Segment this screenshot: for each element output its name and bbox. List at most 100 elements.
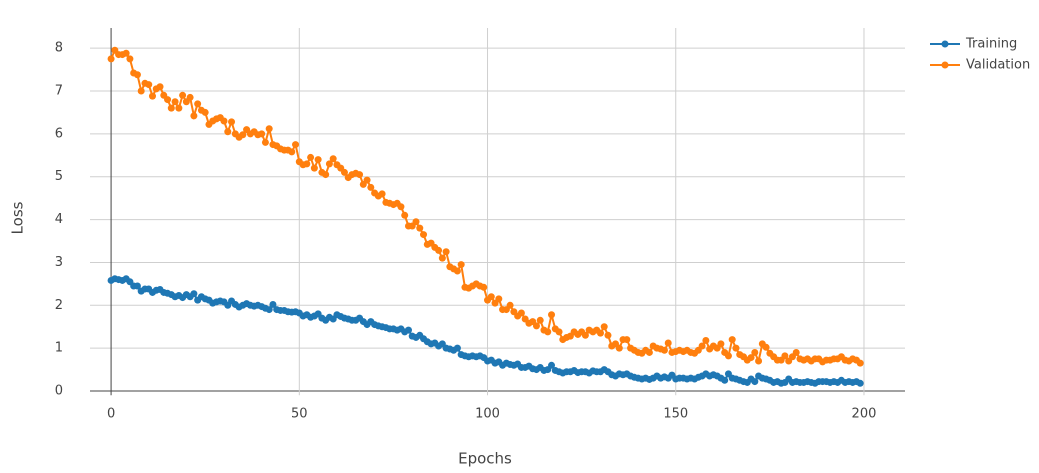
data-point xyxy=(435,246,443,254)
data-point xyxy=(615,344,623,352)
data-point xyxy=(544,328,552,336)
data-point xyxy=(792,348,800,356)
data-point xyxy=(664,339,672,347)
data-point xyxy=(171,98,179,106)
data-point xyxy=(269,300,277,308)
data-point xyxy=(404,326,412,334)
data-point xyxy=(194,100,202,108)
data-point xyxy=(224,128,232,136)
y-tick-label: 7 xyxy=(55,84,63,99)
data-point xyxy=(751,348,759,356)
x-tick-label: 200 xyxy=(852,407,877,422)
data-point xyxy=(480,283,488,291)
x-tick-label: 0 xyxy=(107,407,115,422)
data-point xyxy=(292,141,300,149)
data-point xyxy=(156,83,164,91)
y-tick-label: 4 xyxy=(55,212,63,227)
legend-label: Training xyxy=(965,37,1017,52)
data-point xyxy=(495,295,503,303)
y-tick-label: 8 xyxy=(55,41,63,56)
y-tick-label: 0 xyxy=(55,384,63,399)
data-point xyxy=(325,160,333,168)
data-point xyxy=(755,357,763,365)
y-tick-label: 2 xyxy=(55,298,63,313)
data-point xyxy=(548,311,556,319)
data-point xyxy=(401,211,409,219)
data-point xyxy=(506,301,514,309)
data-point xyxy=(265,125,273,133)
data-point xyxy=(762,343,770,351)
data-point xyxy=(623,336,631,344)
data-point xyxy=(728,336,736,344)
data-point xyxy=(340,168,348,176)
data-point xyxy=(732,344,740,352)
data-point xyxy=(239,131,247,139)
y-tick-label: 3 xyxy=(55,255,63,270)
data-point xyxy=(314,156,322,164)
data-point xyxy=(261,138,269,146)
data-point xyxy=(555,328,563,336)
data-point xyxy=(604,331,612,339)
y-tick-label: 6 xyxy=(55,126,63,141)
data-point xyxy=(148,92,156,100)
data-point xyxy=(356,171,364,179)
data-point xyxy=(175,104,183,112)
data-point xyxy=(420,231,428,239)
data-point xyxy=(702,336,710,344)
legend-marker xyxy=(941,40,949,48)
x-tick-label: 50 xyxy=(291,407,308,422)
data-point xyxy=(416,224,424,232)
data-point xyxy=(457,261,465,269)
data-point xyxy=(122,49,130,57)
y-tick-label: 1 xyxy=(55,341,63,356)
data-point xyxy=(329,155,337,163)
data-point xyxy=(220,117,228,125)
data-point xyxy=(164,96,172,104)
x-tick-label: 150 xyxy=(663,407,688,422)
data-point xyxy=(532,322,540,330)
data-point xyxy=(751,378,759,386)
data-point xyxy=(856,379,864,387)
data-point xyxy=(781,352,789,360)
data-point xyxy=(322,171,330,179)
y-tick-label: 5 xyxy=(55,169,63,184)
data-point xyxy=(258,130,266,138)
data-point xyxy=(548,361,556,369)
data-point xyxy=(581,331,589,339)
data-point xyxy=(367,183,375,191)
data-point xyxy=(453,267,461,275)
legend-label: Validation xyxy=(966,58,1030,73)
x-tick-label: 100 xyxy=(475,407,500,422)
data-point xyxy=(126,55,134,63)
data-point xyxy=(133,71,141,79)
data-point xyxy=(179,91,187,99)
data-point xyxy=(265,306,273,314)
data-point xyxy=(397,203,405,211)
data-point xyxy=(517,309,525,317)
data-point xyxy=(721,376,729,384)
data-point xyxy=(698,342,706,350)
data-point xyxy=(201,108,209,116)
data-point xyxy=(645,348,653,356)
data-point xyxy=(145,81,153,89)
data-point xyxy=(190,290,198,298)
data-point xyxy=(190,112,198,120)
data-point xyxy=(536,316,544,324)
y-axis-title: Loss xyxy=(9,201,27,234)
data-point xyxy=(288,148,296,156)
data-point xyxy=(856,359,864,367)
data-point xyxy=(453,344,461,352)
data-point xyxy=(660,346,668,354)
data-point xyxy=(438,254,446,262)
data-point xyxy=(596,329,604,337)
data-point xyxy=(107,55,115,63)
data-point xyxy=(724,352,732,360)
legend-marker xyxy=(941,61,949,69)
data-point xyxy=(378,190,386,198)
data-point xyxy=(442,248,450,256)
legend: Training Validation xyxy=(930,37,1030,73)
data-point xyxy=(228,118,236,126)
data-point xyxy=(133,282,141,290)
